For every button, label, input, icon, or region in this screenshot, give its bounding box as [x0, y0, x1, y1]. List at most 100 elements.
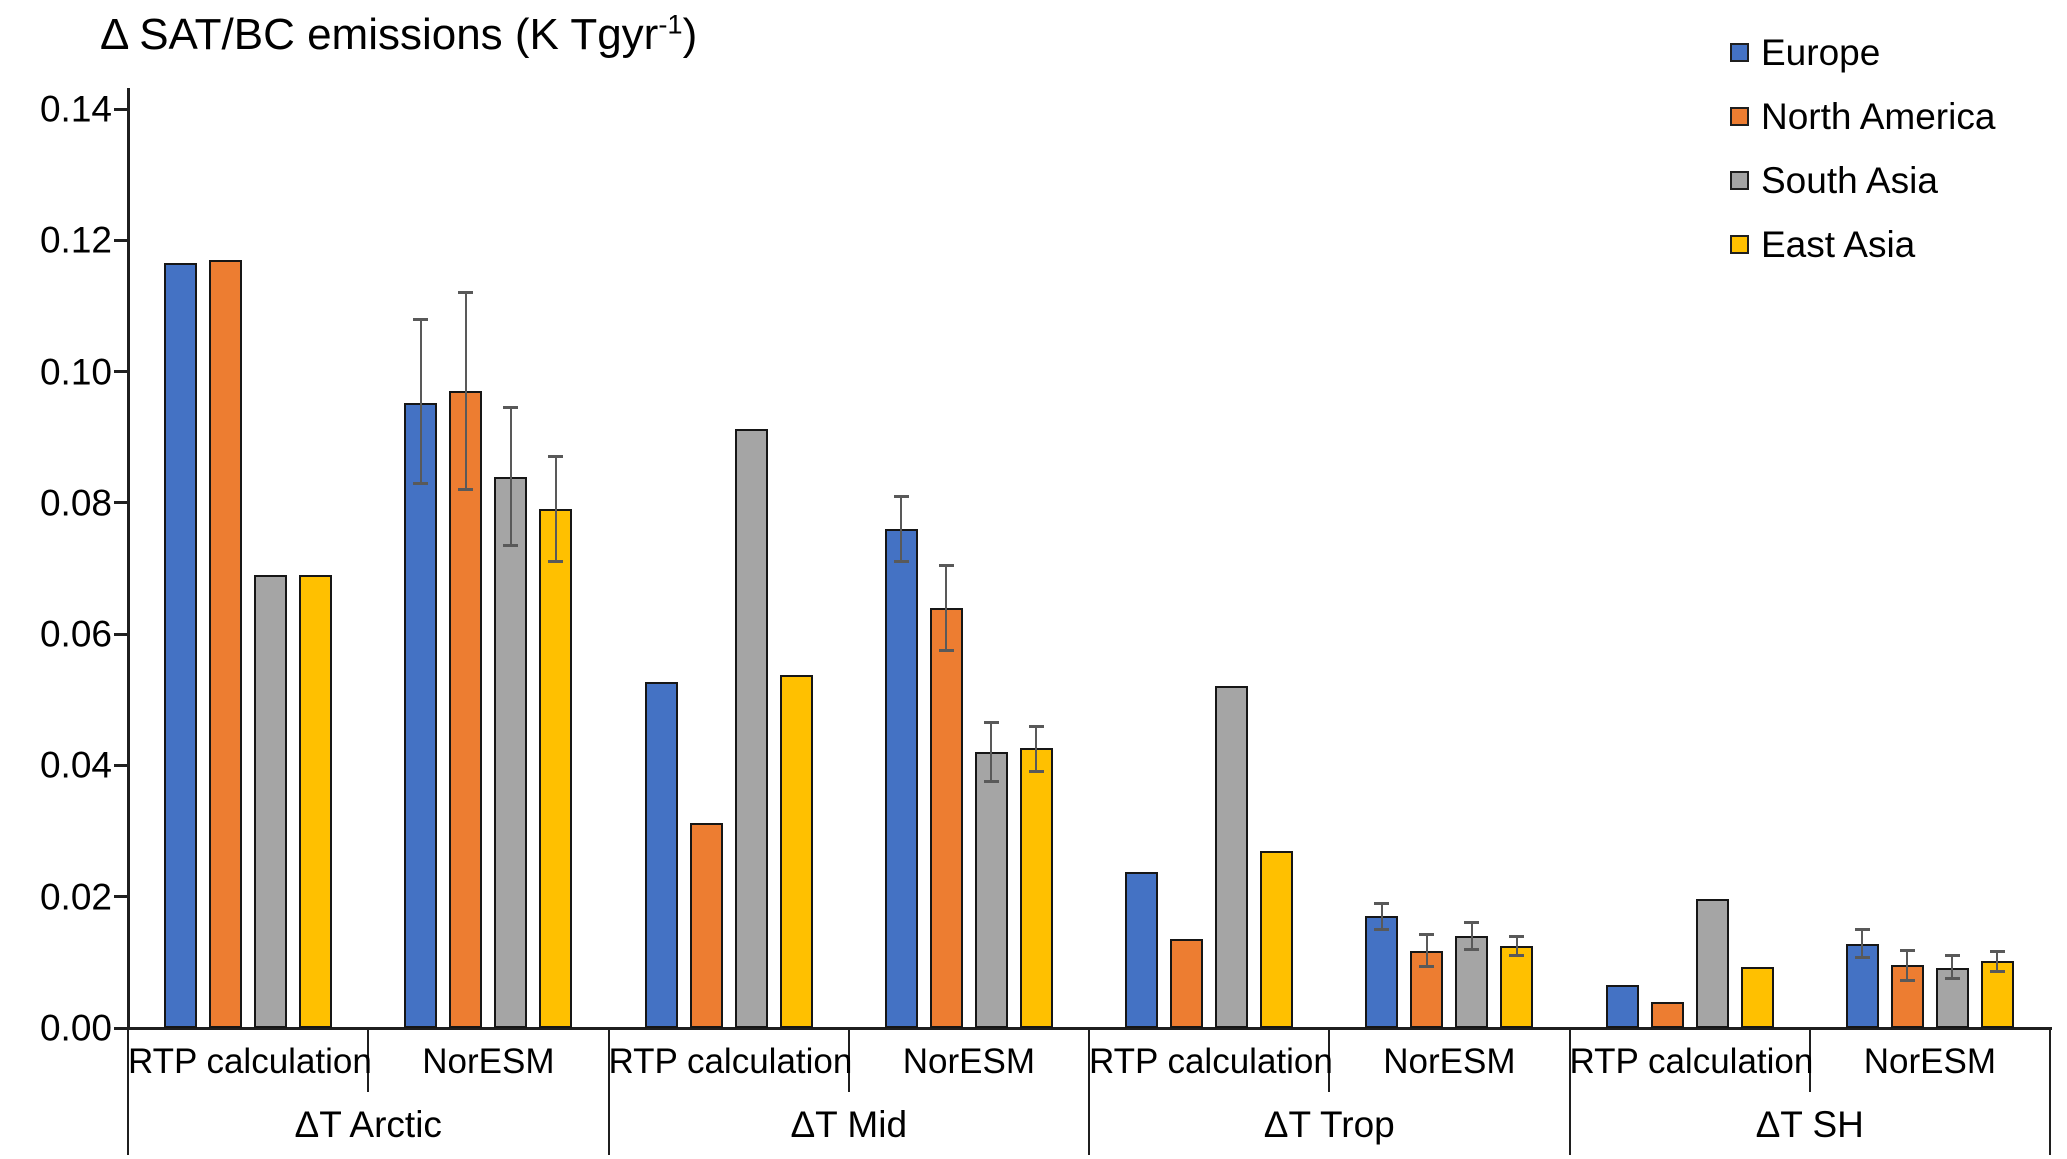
bar-north-america-t-arctic-noresm	[449, 391, 483, 1028]
y-tick-label: 0.14	[39, 88, 112, 130]
subgroup-separator	[1328, 1028, 1331, 1092]
bar-east-asia-t-sh-rtp-calculation	[1740, 966, 1774, 1028]
legend-swatch-south-asia	[1730, 170, 1749, 190]
error-bar-europe-t-trop-noresm	[1380, 903, 1383, 930]
bar-europe-t-sh-rtp-calculation	[1605, 985, 1639, 1028]
bar-europe-t-trop-noresm	[1365, 916, 1399, 1028]
error-bar-east-asia-t-sh-noresm-cap-top	[1989, 950, 2005, 954]
chart-title-superscript: -1	[658, 8, 683, 40]
bar-south-asia-t-arctic-noresm	[494, 476, 528, 1028]
error-bar-south-asia-t-trop-noresm-cap-bottom	[1464, 947, 1480, 951]
group-separator	[2049, 1028, 2051, 1155]
bar-east-asia-t-trop-rtp-calculation	[1260, 850, 1294, 1028]
bar-south-asia-t-sh-rtp-calculation	[1695, 899, 1729, 1028]
legend-label: East Asia	[1761, 223, 1916, 265]
group-label-t-trop: ΔT Trop	[1263, 1104, 1395, 1145]
error-bar-north-america-t-trop-noresm	[1425, 934, 1428, 967]
bar-europe-t-arctic-rtp-calculation	[164, 263, 198, 1028]
bar-south-asia-t-mid-noresm	[974, 752, 1008, 1028]
subgroup-separator	[367, 1028, 370, 1092]
legend-swatch-east-asia	[1730, 234, 1749, 254]
y-axis-line	[126, 88, 130, 1030]
error-bar-europe-t-sh-noresm-cap-top	[1854, 928, 1870, 932]
bar-north-america-t-arctic-rtp-calculation	[209, 259, 243, 1028]
y-tick-label: 0.12	[39, 219, 112, 261]
error-bar-north-america-t-trop-noresm-cap-bottom	[1419, 965, 1435, 969]
error-bar-north-america-t-mid-noresm-cap-top	[938, 563, 954, 567]
error-bar-europe-t-sh-noresm-cap-bottom	[1854, 956, 1870, 960]
bar-north-america-t-mid-rtp-calculation	[689, 823, 723, 1028]
group-separator	[1088, 1028, 1090, 1155]
subgroup-label-rtp-calculation: RTP calculation	[1569, 1042, 1814, 1081]
bar-east-asia-t-trop-noresm	[1500, 945, 1534, 1028]
subgroup-label-noresm: NorESM	[902, 1042, 1035, 1081]
subgroup-label-noresm: NorESM	[1383, 1042, 1516, 1081]
error-bar-south-asia-t-trop-noresm	[1470, 922, 1473, 950]
y-tick-label: 0.06	[39, 613, 112, 655]
y-axis-tick	[114, 238, 128, 242]
error-bar-north-america-t-mid-noresm	[945, 565, 948, 651]
error-bar-europe-t-arctic-noresm-cap-bottom	[413, 481, 429, 485]
error-bar-south-asia-t-arctic-noresm	[509, 407, 512, 546]
error-bar-south-asia-t-mid-noresm-cap-top	[983, 721, 999, 725]
error-bar-east-asia-t-sh-noresm	[1996, 951, 1999, 972]
y-axis-tick	[114, 107, 128, 111]
y-axis-tick	[114, 895, 128, 899]
error-bar-north-america-t-mid-noresm-cap-bottom	[938, 649, 954, 653]
error-bar-europe-t-arctic-noresm-cap-top	[413, 317, 429, 321]
bar-europe-t-mid-noresm	[884, 529, 918, 1028]
error-bar-east-asia-t-sh-noresm-cap-bottom	[1989, 970, 2005, 974]
legend-swatch-europe	[1730, 42, 1749, 62]
error-bar-europe-t-trop-noresm-cap-top	[1374, 901, 1390, 905]
subgroup-label-rtp-calculation: RTP calculation	[128, 1042, 372, 1081]
bar-east-asia-t-arctic-noresm	[539, 509, 573, 1028]
y-tick-label: 0.04	[39, 744, 112, 786]
group-label-t-mid: ΔT Mid	[790, 1104, 908, 1145]
bar-east-asia-t-arctic-rtp-calculation	[299, 575, 333, 1028]
bar-south-asia-t-arctic-rtp-calculation	[254, 575, 288, 1028]
y-tick-label: 0.10	[39, 351, 112, 393]
bar-north-america-t-trop-rtp-calculation	[1170, 939, 1204, 1028]
y-axis-tick	[114, 501, 128, 505]
group-separator	[127, 1028, 129, 1155]
group-separator	[1568, 1028, 1571, 1155]
error-bar-north-america-t-arctic-noresm	[464, 292, 467, 490]
error-bar-south-asia-t-mid-noresm-cap-bottom	[983, 780, 999, 784]
chart-title: Δ SAT/BC emissions (K Tgyr-1)	[100, 10, 697, 60]
legend-label: South Asia	[1761, 159, 1938, 201]
error-bar-south-asia-t-mid-noresm	[990, 722, 993, 782]
y-axis-tick	[114, 1026, 128, 1030]
subgroup-label-rtp-calculation: RTP calculation	[1089, 1042, 1333, 1081]
bar-east-asia-t-mid-rtp-calculation	[779, 675, 813, 1028]
legend-item-south-asia: South Asia	[1730, 160, 1938, 200]
subgroup-separator	[1808, 1028, 1811, 1092]
error-bar-europe-t-trop-noresm-cap-bottom	[1374, 928, 1390, 932]
error-bar-north-america-t-arctic-noresm-cap-top	[458, 291, 474, 295]
subgroup-label-noresm: NorESM	[1863, 1042, 1996, 1081]
error-bar-east-asia-t-arctic-noresm	[554, 456, 557, 562]
error-bar-south-asia-t-arctic-noresm-cap-top	[503, 406, 519, 410]
bar-east-asia-t-mid-noresm	[1019, 747, 1053, 1028]
error-bar-east-asia-t-arctic-noresm-cap-bottom	[548, 560, 564, 564]
bar-north-america-t-sh-rtp-calculation	[1650, 1001, 1684, 1028]
group-label-t-sh: ΔT SH	[1755, 1104, 1864, 1145]
legend-item-europe: Europe	[1730, 32, 1880, 72]
error-bar-europe-t-mid-noresm-cap-top	[893, 494, 909, 498]
subgroup-label-noresm: NorESM	[422, 1042, 555, 1081]
group-separator	[607, 1028, 610, 1155]
legend-item-east-asia: East Asia	[1730, 224, 1915, 264]
y-axis-tick	[114, 632, 128, 636]
y-tick-label: 0.00	[39, 1007, 112, 1049]
error-bar-east-asia-t-trop-noresm-cap-bottom	[1509, 954, 1525, 958]
chart-title-close: )	[682, 10, 698, 59]
error-bar-east-asia-t-trop-noresm	[1515, 936, 1518, 956]
error-bar-east-asia-t-mid-noresm-cap-bottom	[1028, 770, 1044, 774]
bar-europe-t-mid-rtp-calculation	[644, 682, 678, 1028]
legend-label: North America	[1761, 95, 1996, 137]
error-bar-north-america-t-sh-noresm-cap-top	[1899, 949, 1915, 953]
error-bar-south-asia-t-sh-noresm	[1951, 955, 1954, 979]
error-bar-south-asia-t-sh-noresm-cap-top	[1944, 954, 1960, 958]
error-bar-east-asia-t-mid-noresm-cap-top	[1028, 724, 1044, 728]
y-axis-tick	[114, 370, 128, 374]
error-bar-north-america-t-arctic-noresm-cap-bottom	[458, 488, 474, 492]
